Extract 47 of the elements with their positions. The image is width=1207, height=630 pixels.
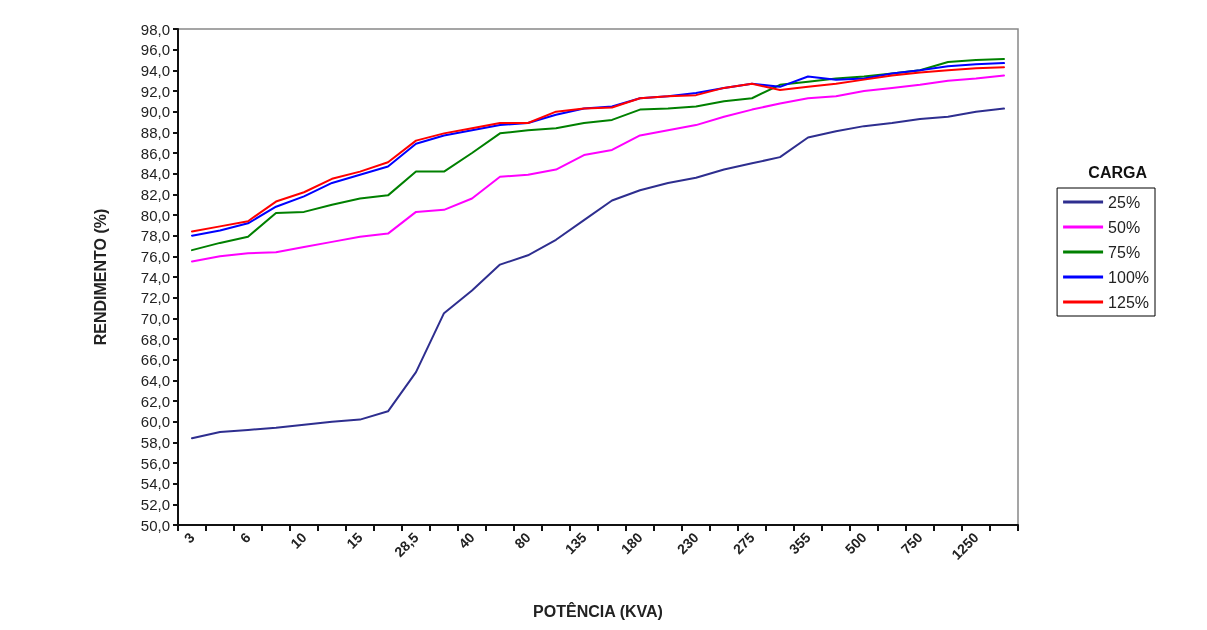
x-tick-label: 275	[729, 529, 758, 558]
y-tick-label: 50,0	[140, 516, 170, 534]
y-tick-label: 62,0	[140, 392, 170, 410]
x-tick-label: 3	[180, 529, 198, 547]
y-tick-label: 80,0	[140, 206, 170, 224]
x-tick-label: 10	[287, 529, 310, 552]
y-tick-label: 74,0	[140, 268, 170, 286]
y-tick-label: 82,0	[140, 185, 170, 203]
legend-label: 50%	[1108, 218, 1141, 236]
y-tick-label: 68,0	[140, 330, 170, 348]
x-tick-label: 500	[841, 529, 870, 558]
y-axis-title: RENDIMENTO (%)	[91, 208, 109, 346]
x-tick-label: 15	[343, 529, 366, 552]
x-axis-title: POTÊNCIA (KVA)	[533, 601, 663, 620]
x-tick-label: 750	[897, 529, 926, 558]
x-tick-label: 230	[673, 529, 702, 558]
y-tick-label: 66,0	[140, 351, 170, 369]
x-tick-label: 355	[785, 529, 814, 558]
y-tick-label: 64,0	[140, 371, 170, 389]
y-tick-label: 54,0	[140, 475, 170, 493]
legend-label: 75%	[1108, 243, 1141, 261]
line-series	[191, 107, 1005, 440]
y-tick-label: 70,0	[140, 309, 170, 327]
x-tick-label: 135	[561, 529, 590, 558]
y-tick-label: 88,0	[140, 123, 170, 141]
x-tick-label: 80	[511, 529, 534, 552]
y-tick-label: 52,0	[140, 495, 170, 513]
y-tick-label: 86,0	[140, 144, 170, 162]
y-tick-label: 76,0	[140, 247, 170, 265]
legend-title: CARGA	[1088, 163, 1148, 181]
y-tick-label: 96,0	[140, 41, 170, 59]
y-tick-label: 90,0	[140, 103, 170, 121]
y-tick-label: 98,0	[140, 20, 170, 38]
legend-label: 25%	[1108, 193, 1141, 211]
y-tick-label: 78,0	[140, 227, 170, 245]
legend-label: 125%	[1108, 293, 1149, 311]
y-tick-label: 56,0	[140, 454, 170, 472]
y-tick-label: 94,0	[140, 61, 170, 79]
y-tick-label: 58,0	[140, 433, 170, 451]
y-tick-label: 92,0	[140, 82, 170, 100]
y-tick-label: 72,0	[140, 289, 170, 307]
y-tick-label: 60,0	[140, 413, 170, 431]
y-tick-label: 84,0	[140, 165, 170, 183]
x-tick-label: 40	[455, 529, 478, 552]
legend-label: 100%	[1108, 268, 1149, 286]
x-tick-label: 6	[236, 529, 254, 547]
x-tick-label: 180	[617, 529, 646, 558]
